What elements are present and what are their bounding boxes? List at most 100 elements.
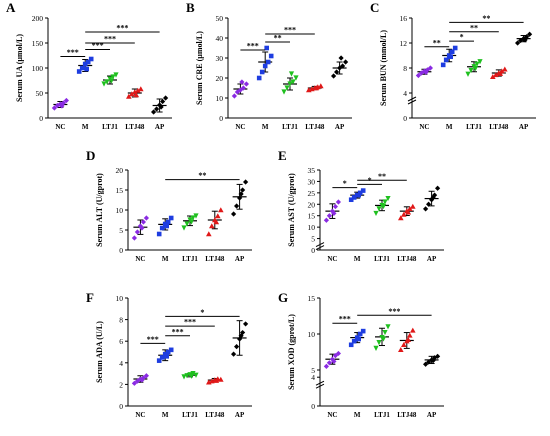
x-tick-label: AP	[235, 411, 245, 419]
y-axis-label: Serum ADA (U/L)	[95, 321, 104, 383]
data-point	[209, 223, 215, 229]
data-point	[181, 374, 187, 380]
y-tick-label: 8	[403, 64, 407, 73]
data-point	[323, 363, 329, 369]
data-point	[284, 85, 290, 91]
data-point	[477, 59, 483, 65]
data-point	[356, 192, 361, 198]
data-point	[113, 72, 119, 78]
x-tick-label: LTJ1	[182, 411, 198, 419]
y-tick-label: 200	[32, 14, 44, 23]
data-point	[424, 67, 430, 73]
y-tick-label: 100	[32, 64, 44, 73]
data-point	[134, 229, 140, 235]
y-tick-label: 5	[311, 235, 315, 244]
significance-label: **	[482, 14, 490, 23]
x-tick-label: LTJ1	[466, 123, 482, 131]
data-point	[338, 55, 344, 61]
data-point	[165, 349, 171, 355]
data-point	[407, 332, 413, 338]
x-tick-label: AP	[427, 255, 437, 263]
data-point	[193, 213, 199, 219]
y-tick-label: 16	[400, 14, 408, 23]
data-point	[360, 328, 366, 334]
x-tick-label: LTJ48	[397, 411, 417, 419]
data-point	[449, 49, 455, 55]
panel-c: C 0 4 8 12 16 Serum BUN (mmol/L) NC M LTJ1 LTJ48 AP…	[370, 0, 536, 131]
data-point	[380, 336, 387, 342]
data-point	[351, 338, 357, 344]
data-point	[262, 63, 268, 69]
y-tick-label: 8	[119, 316, 123, 325]
data-point	[405, 336, 412, 342]
y-tick-label: 10	[308, 330, 316, 339]
x-tick-label: NC	[55, 123, 65, 131]
data-point	[218, 376, 224, 382]
data-point	[237, 336, 243, 342]
data-point	[313, 85, 320, 91]
data-point	[423, 206, 429, 212]
y-axis-label: Serum UA (μmol/L)	[15, 34, 24, 102]
data-point	[54, 102, 60, 109]
panel-a: A 0 50 100 150 200 Serum UA (μmol/L) NC M LTJ1 LTJ…	[6, 0, 172, 131]
data-point	[237, 87, 243, 93]
y-tick-label: 20	[308, 200, 316, 209]
significance-label: *	[200, 308, 204, 317]
data-point	[329, 356, 335, 362]
data-point	[426, 201, 432, 207]
data-point	[135, 87, 141, 93]
x-tick-label: AP	[427, 411, 437, 419]
y-tick-label: 25	[308, 189, 316, 198]
x-tick-label: NC	[235, 123, 245, 131]
data-point	[160, 98, 166, 105]
data-point	[158, 104, 164, 110]
data-point	[432, 355, 438, 361]
y-tick-label: 0	[311, 246, 315, 255]
data-point	[288, 71, 295, 77]
data-point	[430, 358, 436, 364]
data-point	[88, 56, 94, 62]
y-tick-label: 0	[119, 246, 123, 255]
data-point	[290, 79, 296, 85]
data-point	[108, 78, 115, 84]
data-point	[231, 211, 237, 217]
data-point	[240, 187, 246, 193]
x-tick-label: LTJ48	[205, 411, 225, 419]
data-point	[206, 231, 212, 237]
y-tick-label: 50	[216, 14, 224, 23]
y-tick-label: 6	[119, 337, 123, 346]
y-tick-label: 0	[219, 114, 223, 123]
x-tick-label: LTJ48	[397, 255, 417, 263]
y-tick-label: 15	[308, 212, 316, 221]
significance-label: ***	[172, 327, 184, 336]
data-point	[356, 336, 361, 342]
data-point	[357, 331, 363, 337]
data-point	[329, 208, 335, 214]
data-point	[126, 93, 132, 99]
data-point	[426, 359, 432, 365]
x-tick-label: AP	[519, 123, 529, 131]
data-point	[332, 203, 338, 210]
data-point	[110, 74, 116, 80]
x-tick-label: M	[446, 123, 453, 131]
data-point	[410, 203, 416, 209]
data-point	[382, 329, 388, 336]
data-point	[63, 97, 69, 104]
y-tick-label: 150	[32, 39, 44, 48]
y-tick-label: 10	[116, 294, 124, 303]
significance-label: ***	[388, 307, 400, 316]
data-point	[465, 71, 471, 77]
x-tick-label: NC	[419, 123, 429, 131]
panel-b: B 0 10 20 30 40 50 Serum CRE (μmol/L) NC M LTJ1 LTJ…	[186, 0, 352, 131]
x-tick-label: M	[162, 255, 169, 263]
data-point	[190, 215, 196, 221]
data-point	[427, 65, 433, 71]
significance-label: **	[274, 34, 282, 43]
panel-label: A	[6, 0, 16, 15]
panel-g: G 0 45 10 15 Serum XOD (gprot/L) NC M LTJ1 LTJ48 A…	[278, 290, 444, 419]
data-point	[164, 354, 169, 359]
data-point	[340, 63, 346, 69]
y-tick-label: 35	[308, 166, 316, 175]
